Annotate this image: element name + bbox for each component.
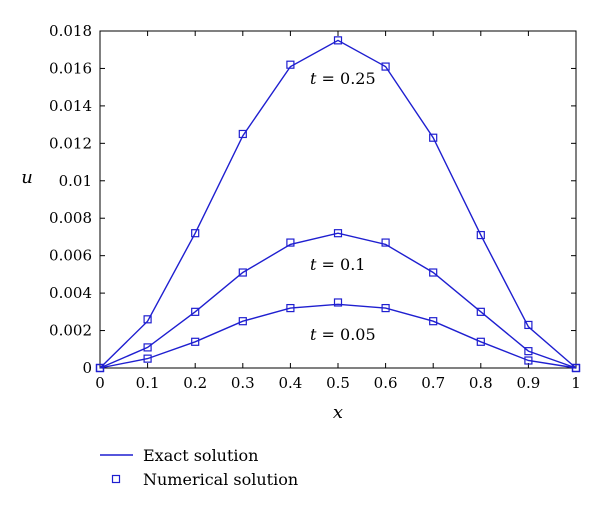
numerical-solution-marker	[333, 298, 343, 307]
numerical-solution-marker	[333, 229, 343, 238]
y-tick-label: 0.016	[49, 59, 92, 77]
x-tick-label: 0.2	[183, 374, 207, 392]
numerical-solution-marker	[381, 238, 390, 247]
x-tick-label: 0.1	[136, 374, 160, 392]
y-tick-label: 0.006	[49, 247, 92, 265]
y-axis-title: u	[21, 167, 33, 188]
legend-label: Numerical solution	[143, 470, 298, 489]
time-variable: t	[310, 69, 317, 88]
numerical-solution-marker	[429, 268, 438, 277]
x-tick-label: 0.7	[421, 374, 445, 392]
y-tick-label: 0.018	[49, 22, 92, 40]
numerical-solution-marker	[143, 354, 152, 363]
series-annotations: t = 0.25t = 0.1t = 0.05	[310, 69, 376, 344]
numerical-solution-marker	[476, 337, 485, 346]
y-tick-label: 0.004	[49, 284, 92, 302]
exact-solution-line	[99, 39, 577, 369]
time-variable: t	[310, 255, 317, 274]
x-tick-label: 0.3	[231, 374, 255, 392]
time-annotation: t = 0.25	[310, 69, 376, 88]
y-tick-label: 0.014	[49, 97, 92, 115]
x-tick-label: 0.4	[278, 374, 302, 392]
series-lines	[99, 39, 577, 369]
x-tick-label: 0	[95, 374, 105, 392]
legend: Exact solution Numerical solution	[100, 446, 298, 489]
numerical-solution-marker	[238, 317, 247, 326]
numerical-solution-marker	[381, 62, 390, 71]
numerical-solution-marker	[286, 238, 295, 247]
time-value: = 0.05	[316, 325, 375, 344]
numerical-solution-marker	[524, 320, 533, 330]
legend-square-swatch	[111, 474, 121, 484]
x-tick-label: 0.9	[516, 374, 540, 392]
y-tick-label: 0.01	[59, 172, 92, 190]
numerical-solution-marker	[333, 36, 343, 45]
y-tick-label: 0.008	[49, 209, 92, 227]
y-tick-label: 0.002	[49, 322, 92, 340]
numerical-solution-marker	[143, 315, 152, 324]
x-tick-label: 1	[571, 374, 581, 392]
numerical-solution-marker	[286, 303, 295, 313]
time-annotation: t = 0.05	[310, 325, 376, 344]
numerical-solution-marker	[191, 229, 200, 238]
numerical-solution-marker	[95, 363, 105, 373]
x-axis-title: x	[333, 402, 343, 423]
y-tick-label: 0.012	[49, 134, 92, 152]
numerical-solution-marker	[286, 60, 295, 69]
legend-label: Exact solution	[143, 446, 258, 465]
y-axis-ticks: 0 0.002 0.004 0.006 0.008 0.01 0.012 0.014 0.016…	[49, 22, 576, 377]
numerical-solution-marker	[571, 363, 581, 373]
numerical-solution-marker	[191, 307, 200, 316]
numerical-solution-marker	[429, 317, 438, 326]
exact-solution-line	[99, 232, 577, 369]
numerical-solution-marker	[381, 303, 390, 313]
time-annotation: t = 0.1	[310, 255, 365, 274]
exact-solution-line	[99, 303, 577, 369]
series-markers	[95, 36, 581, 373]
x-tick-label: 0.6	[374, 374, 398, 392]
y-tick-label: 0	[82, 359, 92, 377]
numerical-solution-marker	[429, 133, 438, 142]
time-value: = 0.1	[316, 255, 365, 274]
x-tick-label: 0.5	[326, 374, 350, 392]
numerical-solution-marker	[524, 347, 533, 356]
time-value: = 0.25	[316, 69, 375, 88]
numerical-solution-marker	[476, 307, 485, 316]
numerical-solution-marker	[238, 268, 247, 277]
numerical-solution-marker	[191, 337, 200, 346]
numerical-solution-marker	[143, 343, 152, 352]
time-variable: t	[310, 325, 317, 344]
numerical-solution-marker	[524, 356, 533, 365]
x-axis-ticks: 0 0.1 0.2 0.3 0.4 0.5 0.6 0.7 0.8 0.9 1	[95, 31, 581, 392]
x-tick-label: 0.8	[469, 374, 493, 392]
numerical-solution-marker	[476, 230, 485, 240]
numerical-solution-marker	[238, 129, 247, 139]
